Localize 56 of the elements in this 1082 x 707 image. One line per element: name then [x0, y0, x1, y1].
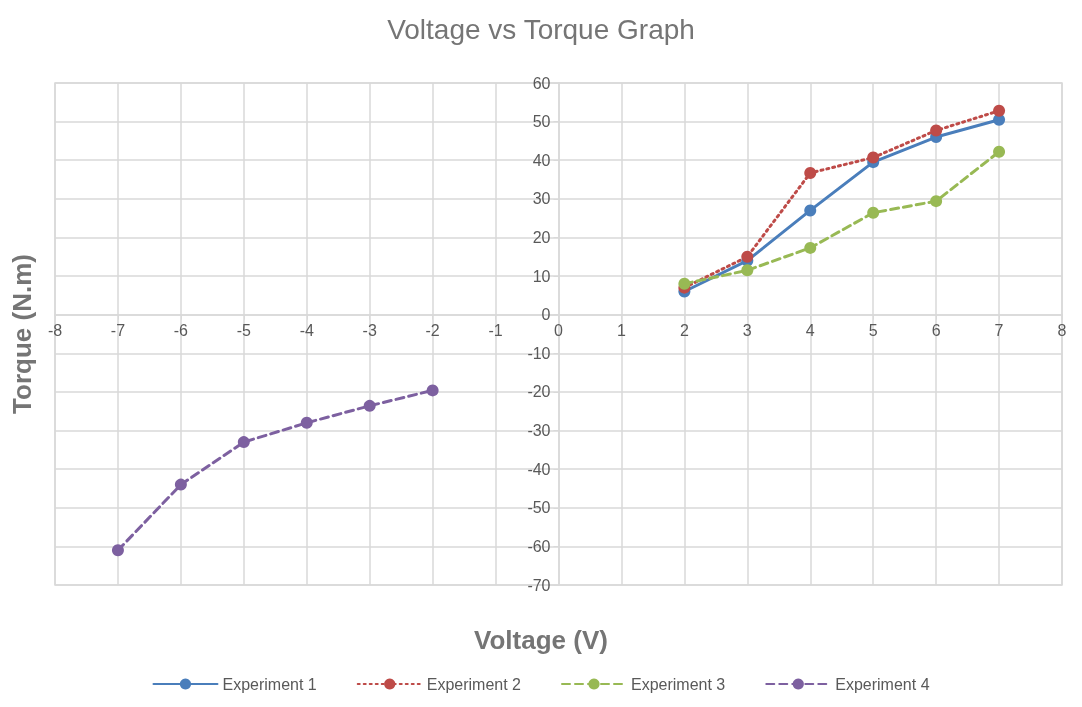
point — [111, 544, 124, 557]
y-tick-label: 40 — [532, 151, 551, 169]
x-tick-label: 6 — [931, 322, 941, 340]
point — [993, 104, 1006, 117]
point — [741, 264, 754, 277]
x-tick-label: -8 — [47, 322, 63, 340]
y-tick-label: -30 — [527, 422, 551, 440]
y-tick-label: -50 — [527, 499, 551, 517]
point — [930, 195, 943, 208]
x-tick-label: -2 — [425, 322, 440, 340]
x-tick-label: -4 — [299, 322, 314, 340]
legend-label: Experiment 2 — [426, 675, 522, 693]
y-tick-label: 20 — [532, 228, 551, 246]
y-tick-label: -40 — [527, 460, 551, 478]
y-tick-label: -70 — [527, 576, 551, 594]
x-tick-label: 1 — [616, 322, 626, 340]
x-tick-label: 0 — [554, 322, 564, 340]
y-tick-label: -20 — [527, 383, 551, 401]
x-tick-label: -3 — [362, 322, 377, 340]
y-tick-label: 30 — [532, 190, 551, 208]
x-tick-label: 3 — [742, 322, 752, 340]
x-axis-title: Voltage (V) — [474, 625, 608, 655]
x-tick-label: 7 — [994, 322, 1004, 340]
x-tick-label: 5 — [868, 322, 878, 340]
point — [678, 277, 691, 290]
y-tick-label: 50 — [532, 113, 551, 131]
y-tick-label: -10 — [527, 344, 551, 362]
x-tick-label: -1 — [488, 322, 503, 340]
y-tick-label: 60 — [532, 74, 551, 92]
point — [363, 399, 376, 412]
point — [804, 204, 817, 217]
legend-label: Experiment 4 — [835, 675, 930, 693]
point — [237, 436, 250, 449]
point — [930, 124, 943, 137]
y-tick-label: 0 — [541, 306, 551, 324]
point — [741, 250, 754, 263]
point — [867, 151, 880, 164]
chart-title: Voltage vs Torque Graph — [387, 13, 695, 45]
x-tick-label: 4 — [805, 322, 815, 340]
x-tick-label: -6 — [173, 322, 189, 340]
x-tick-label: 2 — [679, 322, 689, 340]
point — [426, 384, 439, 397]
x-tick-label: 8 — [1057, 322, 1067, 340]
point — [804, 166, 817, 179]
point — [867, 206, 880, 219]
x-tick-label: -5 — [236, 322, 252, 340]
legend-label: Experiment 1 — [222, 675, 317, 693]
y-tick-label: 10 — [532, 267, 551, 285]
y-tick-label: -60 — [527, 537, 551, 555]
point — [804, 241, 817, 254]
x-tick-label: -7 — [110, 322, 126, 340]
point — [300, 416, 313, 429]
point — [993, 145, 1006, 158]
y-axis-title: Torque (N.m) — [7, 254, 37, 414]
legend-label: Experiment 3 — [631, 675, 726, 693]
point — [174, 478, 187, 491]
